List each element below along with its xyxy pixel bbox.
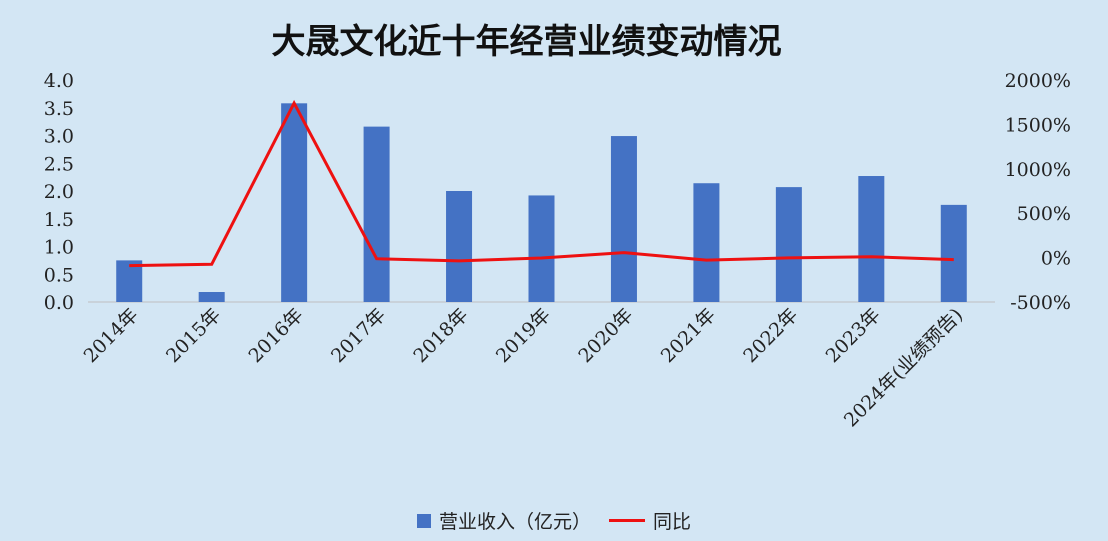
bar <box>198 292 225 302</box>
right-tick-label: 500% <box>1017 203 1071 225</box>
left-tick-label: 2.5 <box>44 153 74 175</box>
yoy-line <box>129 99 954 268</box>
right-tick-label: 1500% <box>1005 114 1071 136</box>
x-tick-label: 2017年 <box>327 304 390 367</box>
x-tick-label: 2015年 <box>162 304 225 367</box>
left-tick-label: 2.0 <box>44 181 74 203</box>
right-axis: -500% 0% 500% 1000% 1500% 2000% <box>1005 70 1071 314</box>
legend-swatch-line <box>609 519 645 522</box>
legend-label-revenue: 营业收入（亿元） <box>438 511 591 533</box>
x-tick-label: 2016年 <box>244 304 307 367</box>
x-tick-label: 2022年 <box>739 304 802 367</box>
left-tick-label: 0.0 <box>44 292 74 314</box>
bar <box>775 187 802 302</box>
right-tick-label: 1000% <box>1005 159 1071 181</box>
x-tick-label: 2019年 <box>492 304 555 367</box>
bar <box>281 103 308 302</box>
bar <box>693 183 720 302</box>
bar <box>610 136 637 302</box>
legend: 营业收入（亿元） 同比 <box>0 507 1108 534</box>
bar <box>363 126 390 303</box>
legend-swatch-bar <box>416 513 431 528</box>
bar <box>116 260 143 302</box>
x-tick-label: 2021年 <box>657 304 720 367</box>
left-tick-label: 1.0 <box>44 237 74 259</box>
x-tick-label: 2020年 <box>574 304 637 367</box>
chart-title: 大晟文化近十年经营业绩变动情况 <box>271 22 782 62</box>
bar <box>446 191 473 302</box>
x-tick-label: 2023年 <box>822 304 885 367</box>
legend-label-yoy: 同比 <box>653 511 692 533</box>
right-tick-label: 0% <box>1041 248 1071 270</box>
left-tick-label: 4.0 <box>44 70 74 92</box>
legend-item-yoy: 同比 <box>609 507 691 534</box>
bar <box>858 176 885 302</box>
x-tick-label: 2014年 <box>80 304 143 367</box>
left-axis: 0.0 0.5 1.0 1.5 2.0 2.5 3.0 3.5 4.0 <box>44 70 74 314</box>
x-axis: 2014年 2015年 2016年 2017年 2018年 2019年 2020年 2021年… <box>80 304 968 431</box>
legend-item-revenue: 营业收入（亿元） <box>416 507 591 534</box>
left-tick-label: 1.5 <box>44 209 74 231</box>
bar-series <box>116 103 967 303</box>
right-tick-label: -500% <box>1010 292 1071 314</box>
right-tick-label: 2000% <box>1005 70 1071 92</box>
left-tick-label: 3.5 <box>44 98 74 120</box>
left-tick-label: 3.0 <box>44 126 74 148</box>
bar <box>940 204 967 302</box>
x-tick-label: 2018年 <box>409 304 472 367</box>
bar <box>528 195 555 302</box>
left-tick-label: 0.5 <box>44 264 74 286</box>
